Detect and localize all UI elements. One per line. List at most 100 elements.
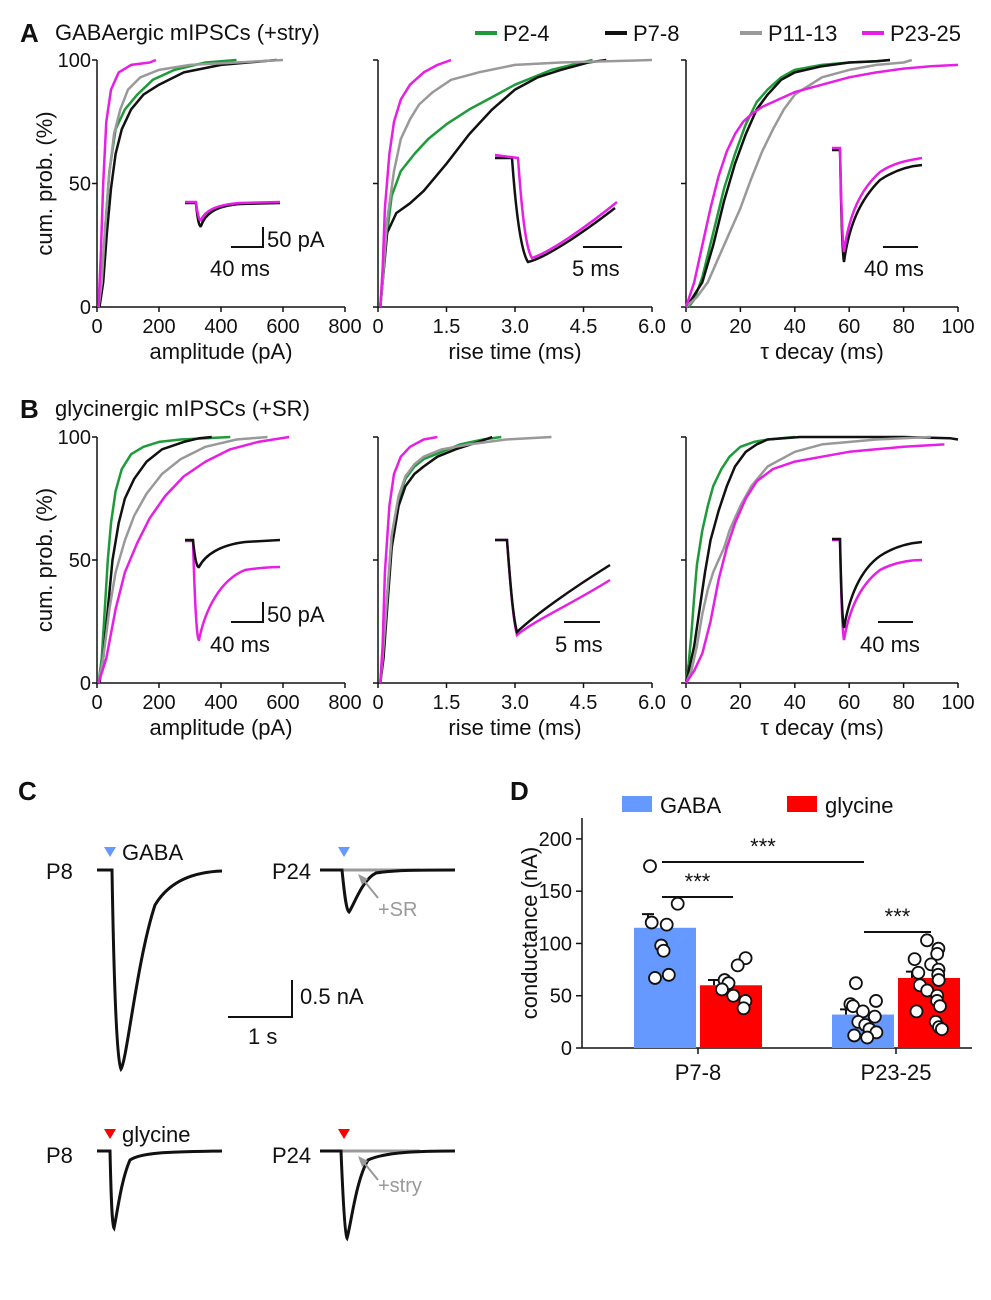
arrow-stry-head xyxy=(358,1156,368,1167)
series-B3-P23-25 xyxy=(684,443,945,684)
gaba-marker-p8 xyxy=(104,847,116,857)
point-P7-8-GABA-6 xyxy=(661,967,676,982)
inset-A1-scale-v: 50 pA xyxy=(267,227,325,252)
point-P23-25-GABA-0 xyxy=(849,976,863,991)
x-tick-label-B3-5: 100 xyxy=(941,692,974,714)
panel-d-label: D xyxy=(510,776,529,806)
point-P23-25-GABA-5 xyxy=(867,1009,882,1024)
trace-p24-gaba xyxy=(320,868,456,915)
inset-A2-p7-8 xyxy=(495,156,616,264)
point-P7-8-GABA-0 xyxy=(643,859,657,873)
arrow-sr-head xyxy=(358,874,368,885)
x-tick-label-A1-4: 800 xyxy=(328,316,361,338)
c-p24-bottom-label: P24 xyxy=(272,1143,311,1168)
x-tick-label-B3-3: 60 xyxy=(838,692,860,714)
d-legend-label-gaba: GABA xyxy=(660,793,721,818)
series-A1-P11-13 xyxy=(97,58,284,308)
inset-B3-p7-8 xyxy=(832,537,923,629)
series-B3-P11-13 xyxy=(684,435,931,684)
inset-B2-p23-25 xyxy=(495,538,611,638)
series-B2-P23-25 xyxy=(379,435,438,684)
y-tick-label-A1-1: 50 xyxy=(69,174,91,196)
sig-label-2: *** xyxy=(885,904,911,929)
y-tick-label-A1-0: 0 xyxy=(80,297,91,319)
series-B1-P23-25 xyxy=(97,435,290,684)
x-tick-label-B1-4: 800 xyxy=(328,692,361,714)
trace-p24-glycine xyxy=(320,1149,456,1242)
glycine-marker-p8 xyxy=(104,1129,116,1139)
d-y-tick-label-4: 200 xyxy=(539,829,572,851)
d-legend-label-glycine: glycine xyxy=(825,793,893,818)
series-B2-P2-4 xyxy=(379,435,502,684)
x-tick-label-A1-2: 400 xyxy=(204,316,237,338)
series-B1-P7-8 xyxy=(98,435,212,684)
x-tick-label-A2-1: 1.5 xyxy=(433,316,461,338)
c-p24-top-label: P24 xyxy=(272,859,311,884)
chart-B1: 0 50 100 0 200 400 600 800 amplitude (pA) cum. pr… xyxy=(32,427,362,740)
x-axis-label-A1: amplitude (pA) xyxy=(149,339,292,364)
series-A2-P7-8 xyxy=(379,58,607,308)
series-A3-P11-13 xyxy=(685,58,913,308)
series-A1-P7-8 xyxy=(98,58,277,308)
x-tick-label-B1-3: 600 xyxy=(266,692,299,714)
series-B3-P7-8 xyxy=(684,435,959,684)
x-axis-label-A2: rise time (ms) xyxy=(448,339,581,364)
c-gaba-label: GABA xyxy=(122,840,183,865)
d-y-tick-label-3: 150 xyxy=(539,881,572,903)
point-P7-8-GABA-7 xyxy=(648,971,662,985)
series-A2-P23-25 xyxy=(379,58,452,308)
series-A1-P23-25 xyxy=(97,58,157,308)
series-A3-P2-4 xyxy=(687,58,891,308)
series-A2-P2-4 xyxy=(379,58,593,308)
c-stry-label: +stry xyxy=(378,1175,422,1197)
d-legend-swatch-gaba xyxy=(622,796,652,812)
y-tick-label-A1-2: 100 xyxy=(58,50,91,72)
point-P7-8-glycine-5 xyxy=(726,988,741,1003)
inset-A1-p23-25 xyxy=(185,200,281,222)
point-P23-25-glycine-2 xyxy=(930,947,945,961)
x-tick-label-B2-4: 6.0 xyxy=(638,692,666,714)
x-tick-label-B3-0: 0 xyxy=(680,692,691,714)
sig-label-0: *** xyxy=(685,869,711,894)
c-glycine-label: glycine xyxy=(122,1122,190,1147)
y-tick-label-B1-1: 50 xyxy=(69,550,91,572)
panel-c-label: C xyxy=(18,776,37,806)
inset-A1-scale-t: 40 ms xyxy=(210,256,270,281)
chart-A3: 0 20 40 60 80 100 τ decay (ms) xyxy=(680,58,975,364)
x-tick-label-B2-2: 3.0 xyxy=(501,692,529,714)
point-P7-8-GABA-5 xyxy=(656,943,671,958)
d-y-axis-label: conductance (nA) xyxy=(517,847,542,1019)
legend-label-P2-4: P2-4 xyxy=(503,21,549,46)
x-tick-label-A3-4: 80 xyxy=(892,316,914,338)
x-tick-label-B2-3: 4.5 xyxy=(570,692,598,714)
inset-A1-scalebar xyxy=(231,227,264,248)
point-P23-25-glycine-14 xyxy=(909,1004,924,1019)
d-y-tick-label-0: 0 xyxy=(561,1038,572,1060)
inset-A2-p23-25 xyxy=(494,153,618,260)
x-tick-label-A3-0: 0 xyxy=(680,316,691,338)
panel-b-label: B xyxy=(20,394,39,424)
legend-label-P11-13: P11-13 xyxy=(768,21,837,46)
inset-B3-scale-t: 40 ms xyxy=(860,632,920,657)
x-tick-label-A1-3: 600 xyxy=(266,316,299,338)
sig-label-1: *** xyxy=(750,834,776,859)
inset-B2-scale-t: 5 ms xyxy=(555,632,603,657)
inset-B1-p23-25 xyxy=(185,539,281,642)
point-P23-25-GABA-1 xyxy=(869,994,883,1008)
x-tick-label-B2-0: 0 xyxy=(372,692,383,714)
point-P7-8-GABA-2 xyxy=(644,915,659,930)
c-p8-top-label: P8 xyxy=(46,859,73,884)
y-axis-label-B1: cum. prob. (%) xyxy=(32,488,57,632)
x-tick-label-A3-3: 60 xyxy=(838,316,860,338)
point-P23-25-glycine-17 xyxy=(935,1022,949,1037)
x-axis-label-A3: τ decay (ms) xyxy=(760,339,884,364)
chart-A1: 0 50 100 0 200 400 600 800 amplitude (pA) cum. pr… xyxy=(32,50,362,364)
y-tick-label-B1-2: 100 xyxy=(58,427,91,449)
inset-B1-scalebar xyxy=(231,602,264,623)
x-axis-label-B2: rise time (ms) xyxy=(448,715,581,740)
inset-B1-scale-t: 40 ms xyxy=(210,632,270,657)
chart-B2: 0 1.5 3.0 4.5 6.0 rise time (ms) xyxy=(372,435,666,740)
